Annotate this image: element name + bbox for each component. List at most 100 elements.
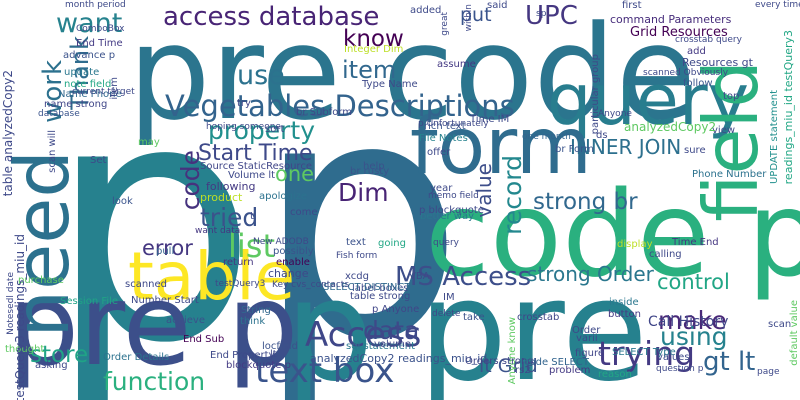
- small-word-integer-dim: Integer Dim: [344, 44, 404, 55]
- small-word-current-target: current target: [72, 87, 135, 97]
- word-call-history: Call History: [648, 314, 729, 330]
- small-word-add: add: [687, 46, 706, 57]
- small-word-within: within: [464, 4, 474, 32]
- small-word-scanned: scanned: [125, 279, 168, 290]
- word-analyzedcopy2-readings-miu-id: analyzedCopy2 readings_miu_id: [310, 352, 488, 365]
- small-word-note-field: note field: [64, 79, 112, 90]
- small-word-br-rusty: br rusty: [350, 166, 390, 177]
- small-word-ds: ds: [596, 130, 608, 141]
- small-word-purchase: purchase: [18, 275, 64, 286]
- small-word-time-im: Time IM: [470, 114, 510, 125]
- word-p: p: [255, 28, 465, 400]
- small-word-come: come: [290, 207, 318, 218]
- word-dim: Dim: [338, 178, 389, 207]
- small-word-blockquote-p: blockquote p: [226, 360, 291, 371]
- word-tried: tried: [200, 203, 259, 232]
- small-word-every-time: every time: [755, 0, 800, 10]
- small-word-phone-number: Phone Number: [692, 169, 767, 180]
- small-word-item: item: [109, 77, 120, 100]
- word-know: know: [343, 26, 404, 52]
- small-word-crosstab-query: crosstab query: [675, 35, 742, 45]
- small-word-scan: scan: [768, 319, 792, 330]
- word-pre-code: pre code: [128, 0, 696, 149]
- word-strong-order: strong Order: [527, 262, 654, 286]
- small-word-end-property: End Property: [210, 350, 275, 361]
- small-word-name-phone: Name Phone: [58, 89, 122, 100]
- small-word-achieve: achieve: [166, 315, 205, 326]
- word-vegetables-descriptions: Vegetables Descriptions: [165, 89, 515, 123]
- word-upc: UPC: [525, 1, 578, 31]
- small-word-select-distinct: SELECT DISTINCT: [323, 282, 411, 293]
- small-word-said: said: [487, 0, 508, 11]
- small-word-want-data: want data: [195, 226, 241, 236]
- word-text-box: text box: [255, 351, 395, 391]
- small-word-sp: sp: [536, 9, 547, 19]
- word-code-pre: code pre: [425, 165, 800, 303]
- small-word-following: following: [206, 180, 256, 193]
- small-word-display: display: [617, 239, 653, 250]
- word-item: item: [342, 56, 397, 84]
- word-one: one: [275, 162, 315, 186]
- word-grid-resources: Grid Resources: [630, 25, 728, 40]
- small-word-going: going: [378, 238, 406, 249]
- small-word-p-unfortunately: p Unfortunately: [418, 119, 489, 129]
- word-store: store: [30, 342, 89, 368]
- small-word-problem: problem: [549, 365, 591, 376]
- word-list: list: [228, 227, 275, 265]
- word-ms-access: MS Access: [395, 262, 532, 292]
- small-word-one-month: one month: [522, 132, 571, 142]
- small-word-hoping-someone: hoping someone: [206, 122, 281, 132]
- word-access: Access: [305, 315, 422, 355]
- small-word-figure: figure: [575, 348, 605, 359]
- word-gt-lt: gt lt: [703, 347, 756, 377]
- small-word-label-boxes: label boxes: [352, 283, 409, 294]
- small-word-calling: calling: [649, 249, 682, 260]
- word-table: table: [128, 238, 296, 315]
- small-word-inside: inside: [609, 297, 639, 308]
- word-start-time: Start Time: [198, 141, 313, 166]
- small-word-possibly: possibly: [273, 246, 314, 257]
- small-word-values: values: [657, 352, 690, 363]
- word-command-parameters: command Parameters: [610, 13, 732, 26]
- small-word-database: database: [38, 109, 80, 119]
- word-lt-grid: lt Grid: [479, 355, 538, 377]
- small-word-apologize: apologize: [259, 191, 308, 202]
- small-word-type-name: Type Name: [362, 79, 418, 90]
- word-function: function: [103, 367, 206, 396]
- word-record: record: [498, 155, 527, 235]
- small-word-assume: assume: [437, 59, 476, 70]
- small-word-top: top: [723, 91, 740, 102]
- small-word-orders-strong: Orders strong: [465, 356, 534, 367]
- small-word-text: text: [346, 237, 366, 248]
- word-make: make: [658, 306, 727, 335]
- small-word-varii: varii: [576, 333, 598, 344]
- small-word-fish-form: Fish form: [336, 251, 378, 261]
- small-word-button: button: [608, 309, 641, 320]
- small-word-order: Order: [572, 325, 601, 336]
- small-word-offer: offer: [427, 147, 451, 158]
- word-use: use: [237, 60, 285, 91]
- small-word-memo-field: memo field: [428, 191, 479, 201]
- small-word-order-details: Order Details: [103, 352, 170, 363]
- small-word-analyzedcopy2: analyzedCopy2: [624, 120, 717, 134]
- word-access-database: access database: [163, 2, 380, 32]
- small-word-rich-text: rich text: [424, 121, 466, 132]
- small-word-new-adodb: New ADODB: [253, 237, 309, 247]
- small-word-time-end: Time End: [672, 237, 719, 248]
- small-word-string: String: [241, 305, 271, 316]
- small-word-follow: follow: [683, 78, 713, 89]
- small-word-better-way: better way: [420, 211, 475, 222]
- small-word-rs2: rs2: [515, 365, 531, 376]
- word-property: property: [208, 116, 316, 145]
- small-word-br-form: br Form: [555, 144, 594, 155]
- small-word-month-period: month period: [65, 0, 126, 10]
- small-word-xcdg: xcdg: [345, 271, 369, 282]
- small-word-crosstab: crosstab: [517, 312, 560, 323]
- word-error: error: [142, 236, 193, 260]
- small-word-great: great: [440, 12, 450, 36]
- small-word-added: added: [410, 5, 442, 16]
- small-word-look: look: [112, 196, 133, 207]
- small-word-thought: thought: [5, 344, 45, 355]
- small-word-update: update: [64, 67, 100, 78]
